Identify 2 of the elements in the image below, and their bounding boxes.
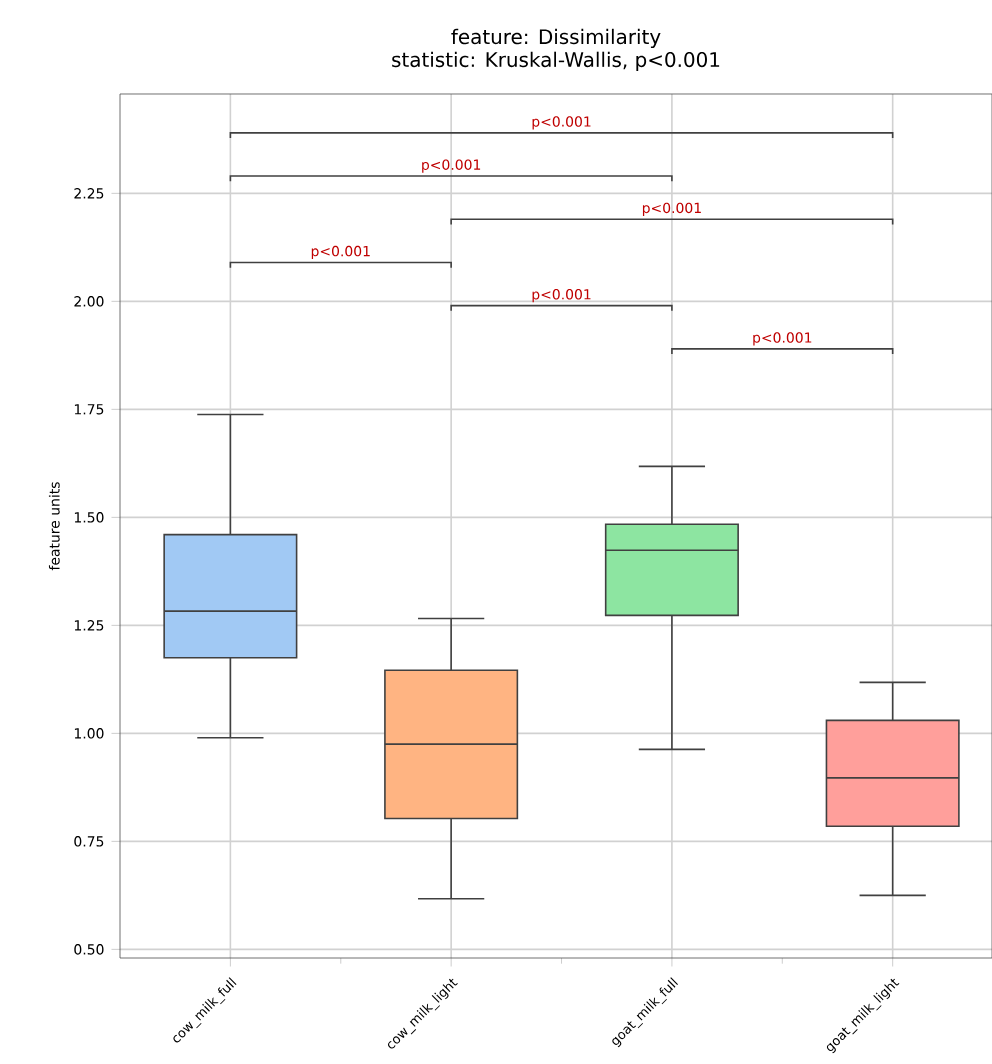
chart-title: feature: Dissimilarity — [451, 28, 661, 49]
chart-subtitle: statistic: Kruskal-Wallis, p<0.001 — [392, 51, 720, 72]
